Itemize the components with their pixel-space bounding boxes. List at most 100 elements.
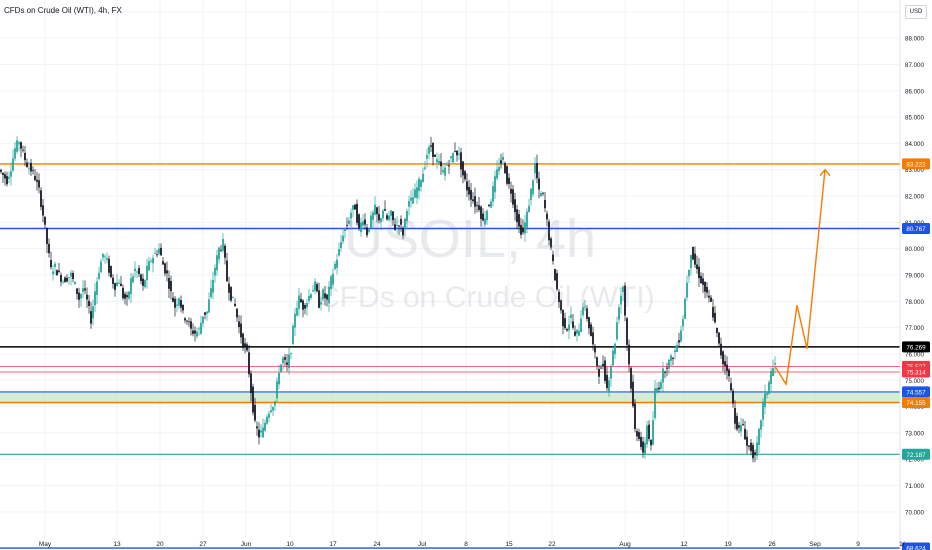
- candle-body: [338, 249, 340, 256]
- candle-body: [558, 291, 560, 303]
- candle-body: [236, 308, 238, 318]
- candle-body: [400, 218, 402, 225]
- candle-body: [360, 222, 362, 233]
- candle-body: [272, 407, 274, 411]
- candle-body: [556, 273, 558, 290]
- candle-body: [456, 150, 458, 156]
- candle-body: [678, 340, 680, 343]
- candle-body: [416, 187, 418, 198]
- candle-body: [572, 321, 574, 328]
- price-axis[interactable]: 70.00071.00072.00073.00074.00075.00076.0…: [899, 0, 930, 550]
- time-axis[interactable]: May 13 20 27 Jun 10 17 24 Jul 8 15 22 Aug 12 19 26 Sep 9 1…: [39, 541, 906, 548]
- candle-body: [574, 331, 576, 336]
- x-tick-label: 24: [373, 541, 381, 548]
- candle-body: [164, 263, 166, 274]
- x-tick-label: 9: [856, 541, 860, 548]
- candle-body: [418, 178, 420, 192]
- candle-body: [108, 258, 110, 273]
- candle-body: [240, 323, 242, 338]
- candle-body: [198, 328, 200, 330]
- candle-body: [92, 306, 94, 319]
- candle-body: [628, 344, 630, 365]
- candle-body: [162, 261, 164, 265]
- candle-body: [706, 287, 708, 293]
- candle-body: [490, 201, 492, 208]
- candle-body: [746, 436, 748, 446]
- y-tick-label: 83.000: [905, 167, 924, 174]
- candle-body: [370, 215, 372, 229]
- candle-body: [640, 436, 642, 448]
- candle-body: [12, 158, 14, 171]
- candle-body: [428, 146, 430, 154]
- candle-body: [22, 149, 24, 151]
- horizontal-levels[interactable]: [0, 163, 900, 549]
- candle-body: [460, 152, 462, 170]
- candle-body: [476, 204, 478, 206]
- candle-body: [530, 188, 532, 200]
- candle-body: [432, 142, 434, 157]
- candle-body: [102, 253, 104, 258]
- candle-body: [286, 362, 288, 365]
- candle-body: [600, 365, 602, 370]
- candle-body: [354, 204, 356, 210]
- candle-body: [136, 271, 138, 273]
- candle-body: [562, 309, 564, 327]
- candle-body: [500, 160, 502, 164]
- level-price-label: 83.222: [906, 161, 926, 168]
- candle-body: [380, 218, 382, 223]
- candle-body: [568, 324, 570, 331]
- candle-body: [516, 209, 518, 223]
- candle-body: [680, 330, 682, 342]
- level-price-label: 75.314: [906, 370, 926, 377]
- candle-body: [612, 350, 614, 366]
- candle-body: [512, 189, 514, 205]
- candle-body: [260, 430, 262, 433]
- candle-body: [576, 329, 578, 334]
- candle-body: [504, 163, 506, 174]
- currency-button[interactable]: USD: [905, 5, 927, 19]
- candle-body: [550, 238, 552, 248]
- candle-body: [718, 332, 720, 344]
- candle-body: [726, 364, 728, 371]
- candle-body: [412, 197, 414, 204]
- y-tick-label: 75.000: [905, 378, 924, 385]
- candle-body: [588, 317, 590, 329]
- candle-body: [448, 165, 450, 167]
- candle-body: [278, 372, 280, 385]
- candle-body: [0, 169, 2, 172]
- candle-body: [344, 228, 346, 232]
- candle-body: [766, 392, 768, 395]
- candle-body: [308, 295, 310, 301]
- x-tick-label: 10: [286, 541, 294, 548]
- candle-body: [728, 369, 730, 377]
- y-tick-label: 79.000: [905, 273, 924, 280]
- y-tick-label: 86.000: [905, 88, 924, 95]
- candle-body: [140, 274, 142, 281]
- candle-body: [666, 367, 668, 369]
- candle-body: [334, 263, 336, 270]
- level-price-label: 68.624: [906, 546, 926, 550]
- candle-body: [358, 214, 360, 228]
- candle-body: [736, 415, 738, 430]
- candle-body: [414, 189, 416, 198]
- candle-body: [270, 410, 272, 413]
- projection-line[interactable]: [774, 169, 826, 387]
- candle-body: [340, 242, 342, 249]
- y-tick-label: 72.000: [905, 457, 924, 464]
- x-tick-label: 15: [505, 541, 513, 548]
- candle-body: [774, 363, 776, 365]
- candle-body: [20, 142, 22, 149]
- projection-path[interactable]: [774, 168, 831, 387]
- level-price-label: 74.557: [906, 389, 926, 396]
- candle-body: [664, 371, 666, 373]
- candle-body: [644, 442, 646, 455]
- candle-body: [146, 265, 148, 281]
- candle-body: [6, 176, 8, 185]
- candle-body: [176, 304, 178, 306]
- candle-body: [90, 311, 92, 324]
- candle-body: [750, 442, 752, 452]
- candle-body: [148, 261, 150, 271]
- candle-body: [152, 257, 154, 264]
- candle-body: [538, 178, 540, 190]
